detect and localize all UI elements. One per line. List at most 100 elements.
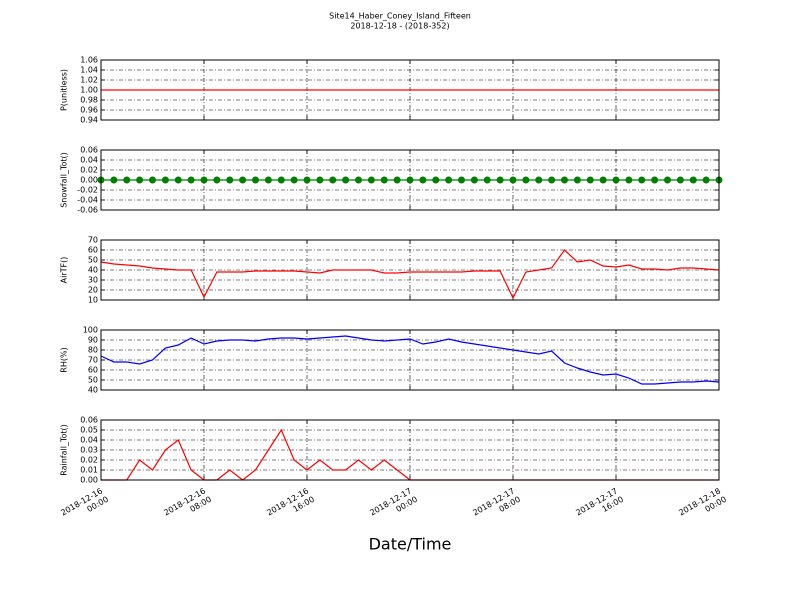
y-tick-label: 0.05 [80, 426, 98, 435]
y-tick-label: 80 [88, 346, 98, 355]
chart-subtitle: 2018-12-18 - (2018-352) [350, 22, 449, 31]
x-tick-label: 2018-12-1616:00 [265, 486, 316, 526]
y-axis-label: Snowfall_Tot() [60, 152, 69, 208]
data-line [100, 335, 720, 385]
data-point [625, 176, 633, 184]
y-tick-label: 1.06 [80, 56, 98, 65]
data-point [367, 176, 375, 184]
y-tick-label: 0.96 [80, 106, 98, 115]
data-point [676, 176, 684, 184]
data-point [239, 176, 247, 184]
y-tick-label: 1.00 [80, 86, 98, 95]
x-tick-label: 2018-12-1600:00 [59, 486, 110, 526]
data-point [161, 176, 169, 184]
data-point [586, 176, 594, 184]
data-point [200, 176, 208, 184]
data-point [496, 176, 504, 184]
data-point [702, 176, 710, 184]
data-point [380, 176, 388, 184]
x-tick-label: 2018-12-1608:00 [162, 486, 213, 526]
y-tick-label: 0.03 [80, 446, 98, 455]
y-tick-label: 10 [88, 296, 98, 305]
data-point [174, 176, 182, 184]
data-point [432, 176, 440, 184]
data-point [561, 176, 568, 184]
x-tick-label: 2018-12-1800:00 [677, 486, 728, 526]
data-point [651, 176, 659, 184]
y-tick-label: 0.98 [80, 96, 98, 105]
y-tick-label: 100 [83, 326, 98, 335]
y-tick-label: 30 [88, 276, 98, 285]
y-tick-label: 0.02 [80, 166, 98, 175]
y-tick-label: 0.00 [80, 476, 98, 485]
y-tick-label: 90 [88, 336, 98, 345]
data-point [303, 176, 311, 184]
data-point [445, 176, 453, 184]
data-point [264, 176, 272, 184]
y-axis-label: RH(%) [60, 347, 69, 372]
y-tick-label: -0.06 [77, 206, 98, 215]
data-point [110, 176, 118, 184]
data-point [290, 176, 298, 184]
y-tick-label: 0.02 [80, 456, 98, 465]
y-tick-label: 70 [88, 236, 98, 245]
data-point [329, 176, 337, 184]
y-tick-label: 0.06 [80, 416, 98, 425]
data-line [100, 249, 720, 300]
y-tick-label: 0.04 [80, 436, 98, 445]
plot-frame [100, 149, 720, 211]
y-tick-label: -0.04 [77, 196, 98, 205]
x-axis-label: Date/Time [369, 535, 452, 554]
y-tick-label: 0.04 [80, 156, 98, 165]
data-point [470, 176, 478, 184]
data-point [393, 176, 401, 184]
data-point [316, 176, 324, 184]
x-tick-label: 2018-12-1700:00 [368, 486, 419, 526]
data-point [638, 176, 646, 184]
y-axis-label: P(unitless) [60, 69, 69, 111]
data-point [573, 176, 581, 184]
y-axis-label: AirTF() [60, 257, 69, 284]
data-point [522, 176, 530, 184]
y-tick-label: 0.94 [80, 116, 98, 125]
y-tick-label: 0.01 [80, 466, 98, 475]
data-point [252, 176, 259, 184]
plot-frame [100, 239, 720, 301]
data-point [187, 176, 195, 184]
data-line [101, 428, 719, 481]
plot-frame [100, 59, 720, 121]
y-tick-label: 50 [88, 256, 98, 265]
y-tick-label: 60 [88, 366, 98, 375]
data-point [458, 176, 465, 184]
y-axis-label: Rainfall_Tot() [60, 424, 69, 476]
y-tick-label: 60 [88, 246, 98, 255]
y-tick-label: 40 [88, 386, 98, 395]
data-point [612, 176, 620, 184]
data-point [136, 176, 144, 184]
x-tick-label: 2018-12-1716:00 [574, 486, 625, 526]
data-point [689, 176, 697, 184]
data-point [213, 176, 221, 184]
y-tick-label: 20 [88, 286, 98, 295]
data-point [123, 176, 131, 184]
plot-frame [100, 419, 720, 481]
data-point [355, 176, 362, 184]
data-point [149, 176, 156, 184]
data-point [342, 176, 350, 184]
y-tick-label: 1.02 [80, 76, 98, 85]
x-tick-label: 2018-12-1708:00 [471, 486, 522, 526]
plot-frame [100, 329, 720, 391]
chart-title: Site14_Haber_Coney_Island_Fifteen [329, 12, 471, 21]
data-point [419, 176, 427, 184]
data-point [664, 176, 671, 184]
data-point [535, 176, 543, 184]
y-tick-label: 70 [88, 356, 98, 365]
data-point [277, 176, 285, 184]
data-point [483, 176, 491, 184]
y-tick-label: 1.04 [80, 66, 98, 75]
y-tick-label: 0.06 [80, 146, 98, 155]
y-tick-label: 0.00 [80, 176, 98, 185]
data-point [599, 176, 607, 184]
data-point [406, 176, 414, 184]
